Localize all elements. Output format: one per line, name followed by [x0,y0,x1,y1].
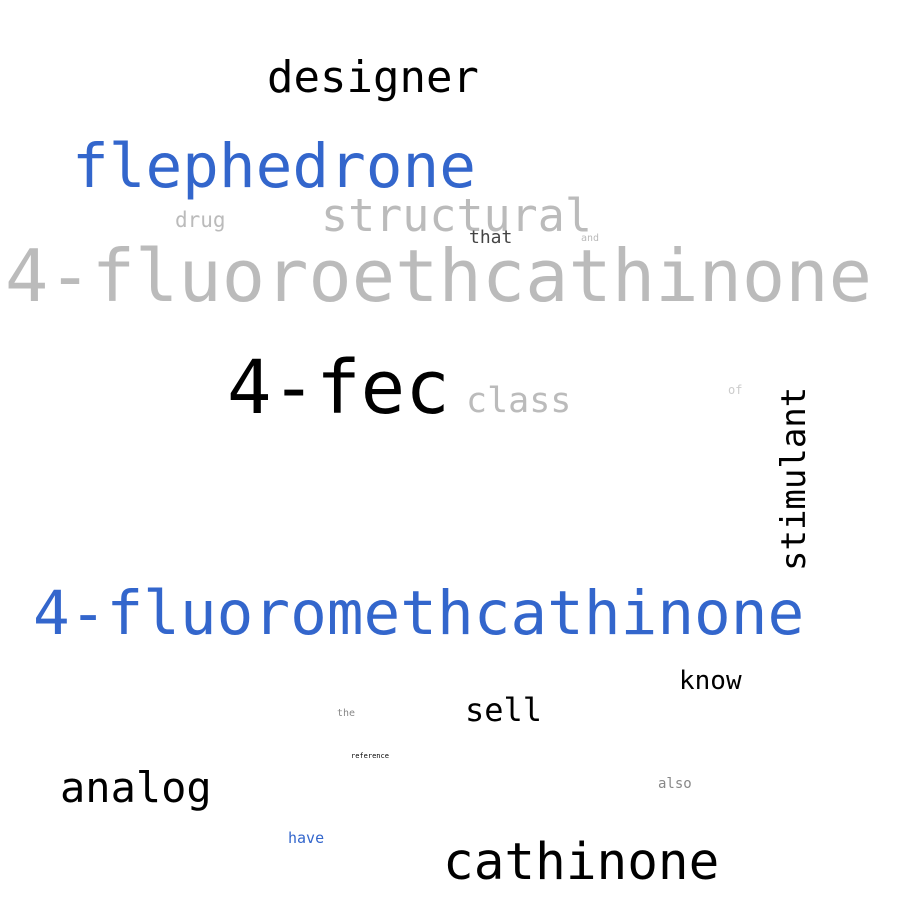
word-4-fec: 4-fec [227,345,450,431]
word-reference: reference [351,752,389,760]
word-cathinone: cathinone [443,833,720,892]
word-4-fluoroethcathinone: 4-fluoroethcathinone [5,234,872,318]
word-analog: analog [60,763,212,812]
word-stimulant: stimulant [774,386,814,571]
word-and: and [581,233,600,244]
word-structural: structural [321,189,592,242]
word-also: also [658,776,692,792]
word-know: know [679,666,742,696]
word-4-fluoromethcathinone: 4-fluoromethcathinone [33,578,805,649]
word-that: that [469,227,513,248]
word-drug: drug [175,208,226,232]
word-class: class [466,381,572,421]
word-sell: sell [465,691,543,729]
word-the: the [337,708,356,719]
word-flephedrone: flephedrone [72,131,476,202]
word-designer: designer [267,52,479,103]
word-of: of [728,383,743,397]
word-have: have [288,829,325,847]
